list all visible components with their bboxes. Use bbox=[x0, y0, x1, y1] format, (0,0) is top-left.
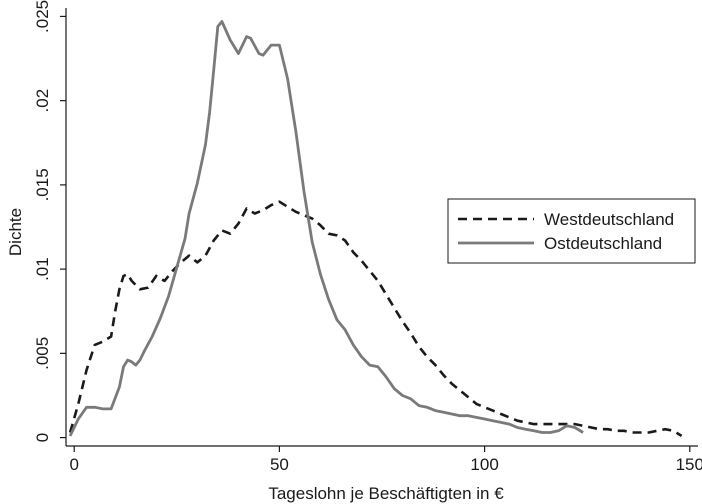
y-tick-label: .025 bbox=[33, 0, 52, 33]
y-tick-label: .005 bbox=[33, 337, 52, 370]
legend-label-ostdeutschland: Ostdeutschland bbox=[544, 234, 662, 253]
y-tick-label: .015 bbox=[33, 168, 52, 201]
x-tick-label: 50 bbox=[270, 455, 289, 474]
x-axis-ticks: 0 50 100 150 bbox=[69, 446, 702, 474]
x-tick-label: 100 bbox=[470, 455, 498, 474]
legend-box bbox=[447, 198, 696, 264]
plot-area bbox=[68, 20, 683, 438]
series-line-ostdeutschland bbox=[68, 20, 584, 437]
series-line-westdeutschland bbox=[68, 200, 683, 438]
y-tick-label: .01 bbox=[33, 257, 52, 281]
x-axis-title: Tageslohn je Beschäftigten in € bbox=[268, 484, 504, 503]
x-tick-label: 0 bbox=[69, 455, 78, 474]
y-tick-label: 0 bbox=[33, 433, 52, 442]
x-tick-label: 150 bbox=[676, 455, 702, 474]
y-tick-label: .02 bbox=[33, 89, 52, 113]
y-axis-ticks: 0 .005 .01 .015 .02 .025 bbox=[33, 0, 66, 442]
y-axis-title: Dichte bbox=[6, 208, 25, 256]
legend: Westdeutschland Ostdeutschland bbox=[447, 198, 696, 264]
legend-label-westdeutschland: Westdeutschland bbox=[544, 210, 674, 229]
